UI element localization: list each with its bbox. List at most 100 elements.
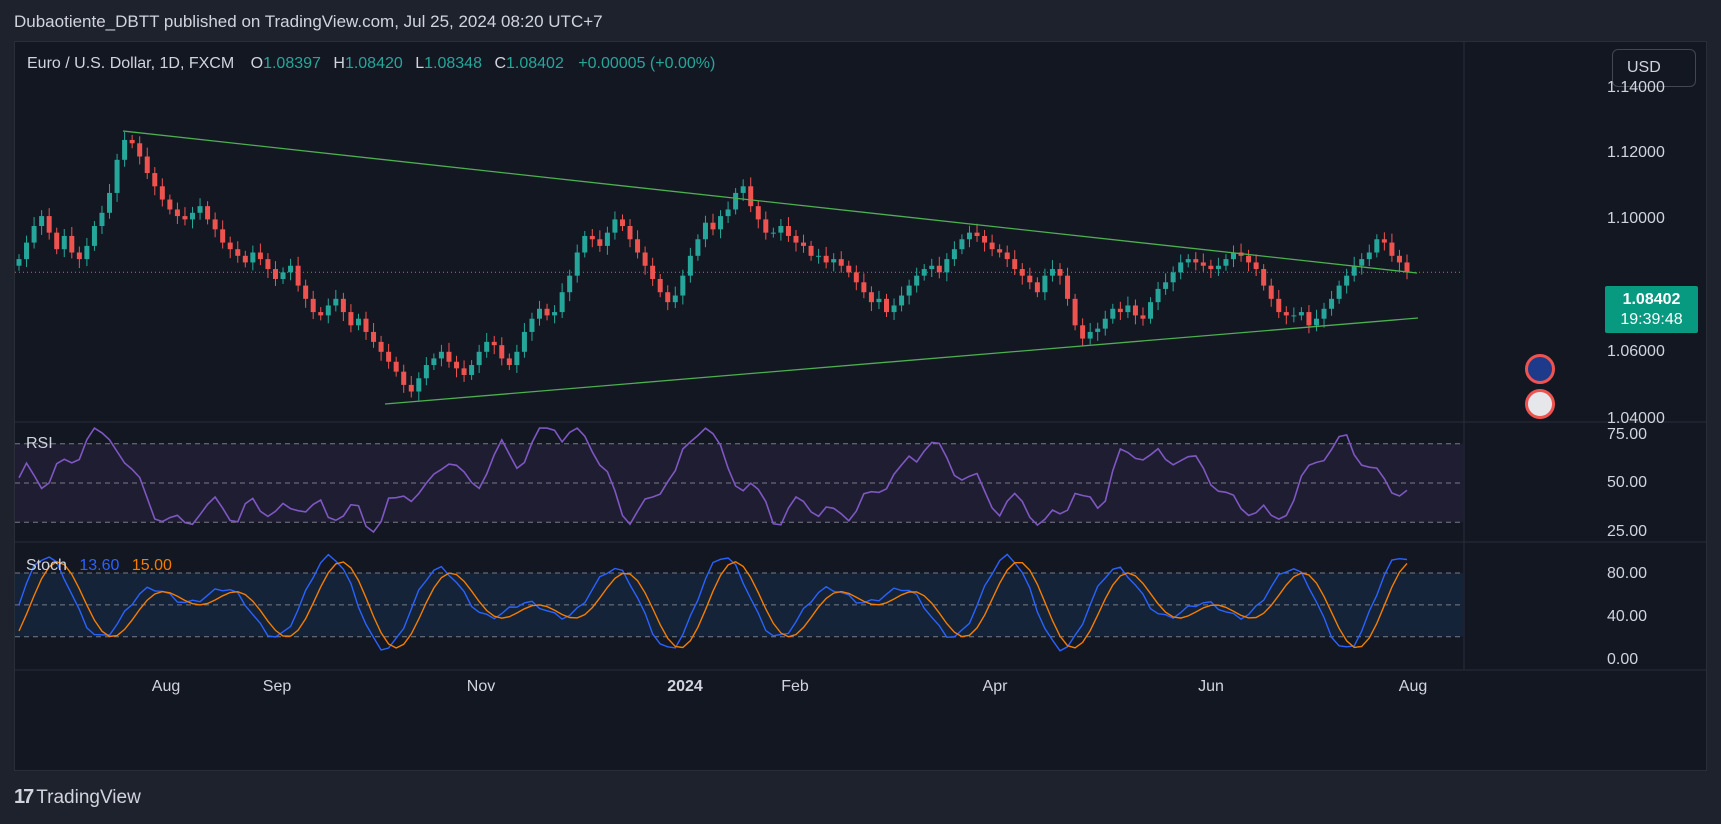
candle-body — [84, 245, 90, 260]
us-flag-icon[interactable] — [1525, 389, 1555, 419]
candle-body — [1072, 298, 1078, 326]
candle-body — [1313, 318, 1319, 326]
rsi-legend[interactable]: RSI — [26, 435, 53, 452]
candle-body — [997, 249, 1003, 253]
candle-body — [205, 206, 211, 220]
footer-brand[interactable]: TradingView — [36, 786, 141, 808]
upper-trendline — [122, 130, 1418, 274]
candle-body — [921, 269, 927, 276]
candle-body — [785, 226, 791, 236]
candle-body — [416, 378, 422, 392]
close-value: 1.08402 — [506, 55, 564, 72]
time-axis-label: 2024 — [667, 678, 703, 695]
stoch-k-line — [18, 553, 1408, 652]
price-axis-label: 1.14000 — [1607, 79, 1665, 96]
candle-body — [959, 239, 965, 250]
candle-body — [710, 222, 716, 230]
candle-body — [793, 235, 799, 243]
candle-body — [755, 206, 761, 220]
candle-body — [1231, 252, 1236, 260]
time-axis-label: Aug — [1398, 678, 1428, 695]
stoch-label: Stoch — [26, 557, 67, 574]
candle-body — [951, 249, 957, 260]
candle-body — [461, 368, 467, 375]
candle-body — [159, 186, 165, 200]
candle-body — [363, 318, 369, 332]
candle-body — [612, 219, 618, 233]
candle-body — [107, 192, 113, 213]
candle-body — [227, 242, 233, 250]
candle-body — [529, 318, 535, 332]
candle-body — [1117, 308, 1123, 313]
candle-body — [1215, 265, 1221, 270]
time-axis-label: Aug — [151, 678, 181, 695]
candle-body — [1140, 315, 1146, 319]
candle-body — [861, 282, 867, 293]
candle-body — [242, 255, 248, 263]
candle-body — [559, 292, 565, 313]
candle-body — [355, 318, 361, 326]
candle-body — [1042, 275, 1048, 293]
candle-body — [31, 226, 37, 243]
candle-body — [876, 298, 882, 303]
candle-body — [1004, 252, 1010, 260]
candle-body — [333, 298, 339, 306]
last-price: 1.08402 — [1622, 291, 1681, 308]
candle-body — [597, 239, 603, 246]
candle-body — [1110, 308, 1116, 319]
candle-body — [1276, 298, 1282, 313]
candle-body — [982, 235, 988, 243]
candle-body — [371, 331, 377, 342]
candle-body — [687, 255, 693, 276]
chart-canvas[interactable] — [15, 42, 1707, 771]
stoch-legend[interactable]: Stoch 13.60 15.00 — [26, 557, 172, 575]
candle-body — [1178, 262, 1184, 273]
eu-flag-icon[interactable] — [1525, 354, 1555, 384]
candle-body — [1148, 302, 1154, 319]
candle-body — [1019, 269, 1025, 276]
candle-body — [936, 265, 942, 273]
candle-body — [91, 226, 97, 246]
candle-body — [1298, 312, 1304, 316]
candle-body — [1283, 312, 1289, 316]
candle-body — [816, 255, 822, 257]
tradingview-logo-icon[interactable]: 17 — [14, 786, 34, 808]
candle-body — [114, 159, 120, 193]
candle-body — [61, 235, 67, 250]
candle-body — [250, 252, 256, 263]
currency-button[interactable]: USD — [1612, 49, 1696, 87]
candle-body — [823, 255, 829, 263]
candle-body — [1034, 282, 1040, 293]
candle-body — [1049, 269, 1055, 276]
time-axis-label: Apr — [982, 678, 1008, 695]
candle-body — [853, 272, 859, 283]
candle-body — [1359, 259, 1365, 266]
candle-body — [1344, 275, 1350, 286]
candle-body — [929, 265, 935, 270]
candle-body — [914, 275, 920, 286]
bar-countdown: 19:39:48 — [1620, 311, 1683, 328]
candle-body — [1185, 259, 1191, 263]
candle-body — [1125, 305, 1131, 313]
candle-body — [702, 222, 708, 240]
candle-body — [257, 252, 263, 260]
candle-body — [1163, 282, 1169, 289]
candle-body — [152, 173, 158, 187]
candle-body — [54, 232, 60, 250]
candle-body — [1329, 298, 1335, 309]
candle-body — [499, 345, 505, 359]
candle-body — [491, 341, 497, 346]
candle-body — [831, 259, 837, 263]
candle-body — [1065, 275, 1071, 299]
rsi-axis-label: 75.00 — [1607, 426, 1648, 443]
candle-body — [1389, 242, 1395, 256]
candle-body — [378, 341, 384, 352]
candle-body — [627, 226, 633, 240]
time-axis-label: Jun — [1198, 678, 1224, 695]
candle-body — [408, 384, 414, 392]
candle-body — [695, 239, 701, 256]
candle-body — [340, 298, 346, 313]
chart-frame[interactable]: Euro / U.S. Dollar, 1D, FXCM O1.08397 H1… — [14, 41, 1707, 771]
candle-body — [167, 199, 173, 210]
close-label: C — [494, 55, 506, 72]
